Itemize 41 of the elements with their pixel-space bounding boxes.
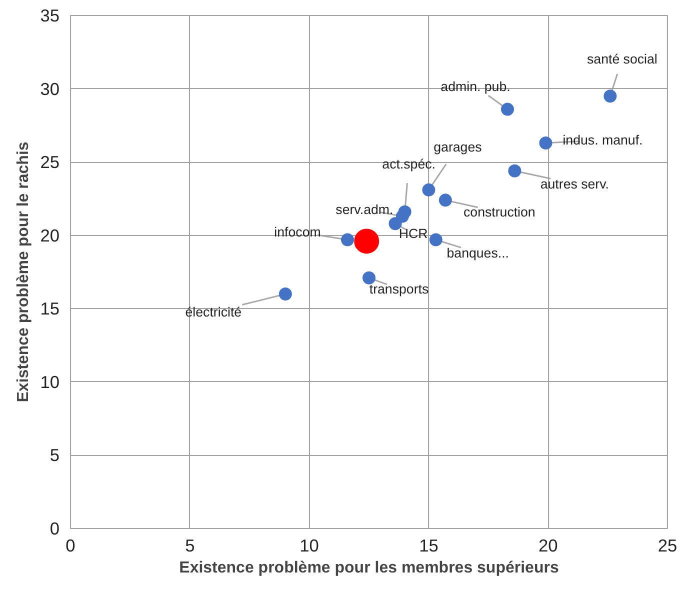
point: [429, 233, 442, 246]
x-tick-label: 0: [66, 536, 76, 556]
point: [508, 164, 522, 178]
point: [501, 102, 514, 116]
annotation: indus. manuf.: [562, 132, 643, 148]
y-tick-label: 25: [40, 152, 60, 172]
y-tick-label: 30: [40, 78, 60, 99]
x-tick-label: 15: [419, 536, 438, 556]
point: [539, 136, 552, 150]
annotation: infocom: [274, 224, 321, 240]
x-tick-label: 5: [185, 536, 195, 556]
y-axis-title: Existence problème pour le rachis: [15, 142, 32, 402]
point: [354, 228, 380, 254]
point: [362, 271, 376, 284]
annotation: banques...: [446, 245, 509, 260]
point: [604, 90, 617, 103]
y-tick-label: 35: [40, 6, 60, 26]
y-tick-label: 0: [50, 518, 60, 538]
y-tick-label: 5: [50, 445, 60, 466]
point: [388, 217, 402, 230]
point: [422, 183, 436, 196]
x-tick-label: 10: [300, 536, 319, 556]
annotation: transports: [369, 281, 429, 296]
y-tick-label: 15: [40, 298, 60, 319]
y-tick-label: 10: [40, 372, 60, 392]
annotation: serv.adm.: [336, 202, 394, 217]
point: [438, 194, 452, 207]
x-tick-label: 20: [538, 536, 558, 556]
annotation: act.spéc.: [382, 156, 436, 172]
x-axis-title: Existence problème pour les membres supérieurs: [179, 560, 559, 576]
annotation: HCR: [398, 226, 428, 242]
x-tick-label: 25: [658, 536, 678, 556]
annotation: électricité: [185, 304, 242, 320]
annotation: autres serv.: [540, 176, 609, 192]
y-tick-label: 20: [40, 225, 60, 246]
annotation: construction: [463, 204, 536, 220]
annotation: garages: [434, 139, 482, 154]
point: [341, 233, 354, 246]
annotation: admin. pub.: [440, 78, 510, 94]
point: [278, 288, 292, 300]
annotation: santé social: [586, 52, 658, 67]
